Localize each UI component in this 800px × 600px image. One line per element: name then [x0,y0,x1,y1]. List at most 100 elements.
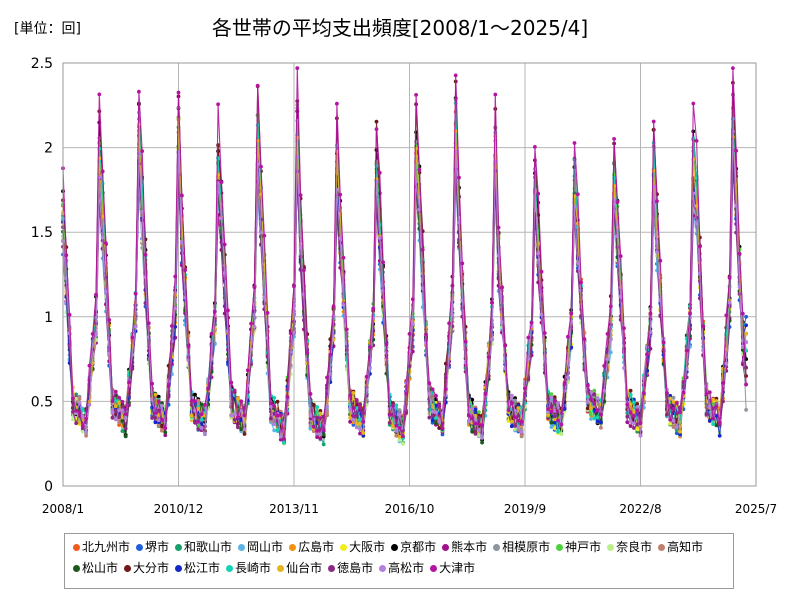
data-point [638,433,643,438]
data-point [605,332,610,336]
data-point [516,418,521,423]
data-point [595,393,600,398]
data-point [321,442,326,447]
data-point [595,396,600,401]
data-point [216,102,221,107]
data-point [707,418,712,423]
data-point [595,415,600,420]
data-point [473,407,478,412]
data-point [658,258,663,263]
data-point [130,335,135,340]
legend-label: 堺市 [145,540,170,554]
data-point [285,395,290,399]
data-point [311,403,316,407]
data-point [539,312,544,317]
legend-item: 大津市 [430,558,475,579]
data-point [394,434,399,438]
data-point [150,381,155,386]
data-point [546,413,550,418]
data-point [120,429,125,433]
data-point [80,424,85,428]
data-point [282,440,286,445]
data-point [120,419,125,423]
data-point [397,435,402,439]
legend-label: 大阪市 [349,540,386,554]
data-point [711,416,715,421]
data-point [556,429,560,434]
data-point [193,399,197,403]
legend-item: 高知市 [658,537,703,558]
legend-item: 長崎市 [226,558,271,579]
data-point [71,409,75,414]
data-point [589,412,593,417]
data-point [622,326,626,331]
data-point [272,428,277,433]
data-point [589,417,593,421]
data-point [193,419,197,424]
x-tick-label: 2022/8 [619,502,661,516]
data-point [67,312,72,317]
data-point [351,414,356,418]
data-point [311,424,316,429]
legend-label: 仙台市 [286,561,323,575]
data-point [519,419,524,424]
data-point [262,233,267,238]
data-point [628,402,633,406]
data-point [566,334,570,339]
data-point [193,392,197,397]
data-point [77,401,82,405]
data-point [744,314,748,319]
x-tick-label: 2010/12 [154,502,204,516]
data-point [321,432,326,437]
data-point [80,429,85,434]
data-point [288,331,293,336]
data-point [156,423,161,428]
data-point [104,289,108,294]
data-point [549,392,554,397]
data-point [87,363,92,368]
data-point [440,432,445,437]
data-point [526,335,531,340]
legend-item: 高松市 [379,558,424,579]
legend-label: 大津市 [439,561,476,575]
data-point [117,400,121,405]
legend-label: 大分市 [133,561,170,575]
data-point [153,420,158,425]
x-tick-label: 2008/1 [42,502,84,516]
legend-marker-icon [73,565,80,572]
data-point [354,425,359,430]
data-point [467,419,471,424]
data-point [470,407,475,411]
legend-marker-icon [340,544,348,551]
data-point [698,244,702,249]
data-point [417,167,422,172]
data-point [348,420,352,424]
data-point [549,395,554,400]
legend-label: 和歌山市 [184,540,233,554]
data-point [94,332,98,336]
data-point [424,332,428,337]
legend-item: 大阪市 [340,537,385,558]
data-point [275,413,280,418]
data-point [239,399,244,404]
data-point [678,429,682,434]
legend-marker-icon [73,544,80,551]
legend: 北九州市 堺市 和歌山市 岡山市 広島市 大阪市 京都市 熊本市 相模原市 神戸市 奈良市 高知市松山… [64,533,734,589]
data-point [84,416,88,421]
data-point [381,260,385,265]
data-point [638,421,643,426]
data-point [674,424,679,429]
data-point [427,392,432,396]
legend-marker-icon [226,565,234,572]
data-point [377,170,382,175]
data-point [724,361,729,366]
data-point [97,92,102,97]
data-point [278,437,283,442]
data-point [368,366,372,371]
data-point [727,300,732,305]
y-tick-label: 1.5 [31,225,53,241]
data-point [140,149,145,154]
data-point [559,422,564,427]
data-point [298,245,303,250]
data-point [71,396,75,401]
